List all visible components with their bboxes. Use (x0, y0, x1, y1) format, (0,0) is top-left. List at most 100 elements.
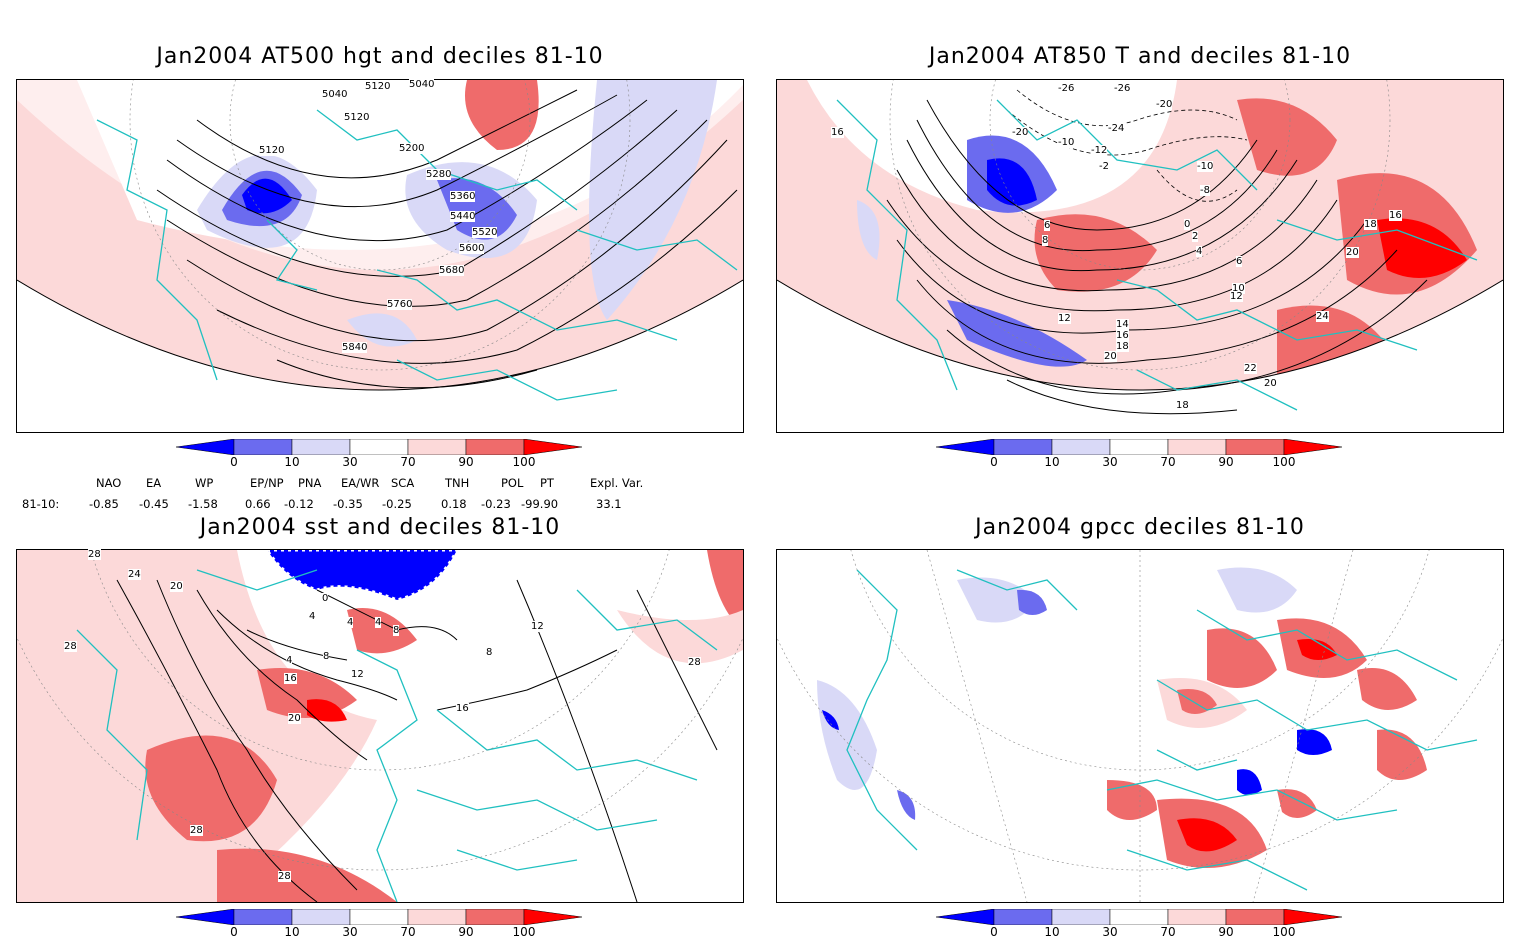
colorbar-tick: 10 (284, 455, 300, 469)
index-header-sca: SCA (391, 476, 415, 490)
colorbar-top-right: 0 10 30 70 90 100 (935, 438, 1346, 473)
index-value-expl-var: 33.1 (596, 497, 622, 511)
contour-label: 20 (1104, 351, 1117, 362)
contour-label: 16 (456, 703, 469, 714)
colorbar-top-left: 0 10 30 70 90 100 (175, 438, 586, 473)
contour-label: 5120 (365, 81, 391, 92)
index-value-nao: -0.85 (89, 497, 119, 511)
contour-label: 5120 (344, 112, 370, 123)
contour-label: 5360 (450, 191, 476, 202)
index-header-eawr: EA/WR (341, 476, 380, 490)
contour-labels-hgt500: 5040 5040 5120 5120 5120 5200 5280 5360 … (16, 79, 742, 431)
contour-label: 28 (64, 641, 77, 652)
contour-label: -10 (1197, 161, 1214, 172)
colorbar-tick: 30 (1102, 455, 1118, 469)
colorbar-tick: 30 (1102, 925, 1118, 939)
map-panel-hgt500 (16, 79, 744, 433)
contour-label: 5040 (322, 89, 348, 100)
contour-label: 12 (1230, 291, 1243, 302)
contour-label: 5040 (409, 79, 435, 90)
colorbar-tick: 100 (512, 925, 536, 939)
contour-label: 20 (288, 713, 301, 724)
colorbar-tick: 70 (400, 455, 416, 469)
contour-label: 2 (1192, 231, 1199, 242)
colorbar-tick: 90 (1218, 455, 1234, 469)
contour-label: -26 (1058, 83, 1075, 94)
contour-label: 4 (286, 655, 293, 666)
colorbar-tick: 100 (1272, 455, 1296, 469)
teleconnection-index-table: NAO EA WP EP/NP PNA EA/WR SCA TNH POL PT… (0, 476, 700, 516)
contour-label: 0 (322, 593, 329, 604)
contour-label: 5200 (399, 143, 425, 154)
contour-label: 16 (831, 127, 844, 138)
contour-label: -12 (1091, 145, 1108, 156)
contour-label: 0 (1184, 219, 1191, 230)
contour-label: 18 (1176, 400, 1189, 411)
contour-label: -10 (1058, 137, 1075, 148)
contour-labels-sst: 28 24 20 28 0 4 4 4 8 4 8 12 16 16 20 28… (16, 549, 742, 901)
contour-label: 24 (128, 569, 141, 580)
colorbar-tick: 90 (458, 925, 474, 939)
contour-label: 16 (284, 673, 297, 684)
contour-label: 5760 (387, 299, 413, 310)
contour-label: 12 (1058, 313, 1071, 324)
index-value-pt: -99.90 (521, 497, 559, 511)
map-panel-gpcc (776, 549, 1504, 903)
index-header-pol: POL (501, 476, 524, 490)
index-value-ea: -0.45 (139, 497, 169, 511)
contour-label: 12 (531, 621, 544, 632)
colorbar-tick: 0 (990, 455, 998, 469)
contour-label: 10 (1232, 283, 1245, 294)
contour-label: 28 (88, 549, 101, 560)
contour-label: -24 (1108, 123, 1125, 134)
contour-label: 28 (688, 657, 701, 668)
contour-label: 28 (278, 871, 291, 882)
colorbar-tick: 70 (400, 925, 416, 939)
contour-label: 6 (1236, 256, 1243, 267)
colorbar-tick: 0 (990, 925, 998, 939)
contour-label: 28 (190, 825, 203, 836)
colorbar-tick: 10 (284, 925, 300, 939)
colorbar-tick: 100 (1272, 925, 1296, 939)
contour-label: 4 (309, 611, 316, 622)
colorbar-bottom-right: 0 10 30 70 90 100 (935, 908, 1346, 943)
contour-label: 8 (323, 651, 330, 662)
index-header-ea: EA (146, 476, 162, 490)
colorbar-tick: 10 (1044, 455, 1060, 469)
colorbar-tick: 90 (458, 455, 474, 469)
contour-label: 22 (1244, 363, 1257, 374)
panel-title-sst: Jan2004 sst and deciles 81-10 (199, 515, 561, 540)
contour-label: 5840 (342, 342, 368, 353)
contour-label: 20 (1264, 378, 1277, 389)
colorbar-tick: 30 (342, 925, 358, 939)
colorbar-tick: 70 (1160, 925, 1176, 939)
contour-label: 24 (1316, 311, 1329, 322)
contour-label: -20 (1156, 99, 1173, 110)
contour-label: 4 (1196, 246, 1203, 257)
contour-label: -26 (1114, 83, 1131, 94)
contour-label: 8 (1042, 235, 1049, 246)
colorbar-tick: 0 (230, 455, 238, 469)
contour-label: 18 (1364, 219, 1377, 230)
index-value-tnh: 0.18 (441, 497, 467, 511)
contour-label: 4 (347, 617, 354, 628)
colorbar-tick: 90 (1218, 925, 1234, 939)
contour-label: 5280 (426, 169, 452, 180)
colorbar-bottom-left: 0 10 30 70 90 100 (175, 908, 586, 943)
contour-label: 12 (351, 669, 364, 680)
contour-label: 16 (1116, 330, 1129, 341)
index-row-label: 81-10: (22, 497, 60, 511)
panel-title-t850: Jan2004 AT850 T and deciles 81-10 (928, 44, 1352, 69)
index-value-eawr: -0.35 (333, 497, 363, 511)
contour-label: 20 (1346, 247, 1359, 258)
contour-label: 5520 (472, 227, 498, 238)
index-header-tnh: TNH (445, 476, 470, 490)
index-value-sca: -0.25 (382, 497, 412, 511)
colorbar-tick: 0 (230, 925, 238, 939)
index-header-wp: WP (195, 476, 214, 490)
contour-label: 5600 (459, 243, 485, 254)
contour-label: 5680 (439, 265, 465, 276)
contour-label: 8 (393, 625, 400, 636)
contour-label: 18 (1116, 341, 1129, 352)
contour-label: 5120 (259, 145, 285, 156)
